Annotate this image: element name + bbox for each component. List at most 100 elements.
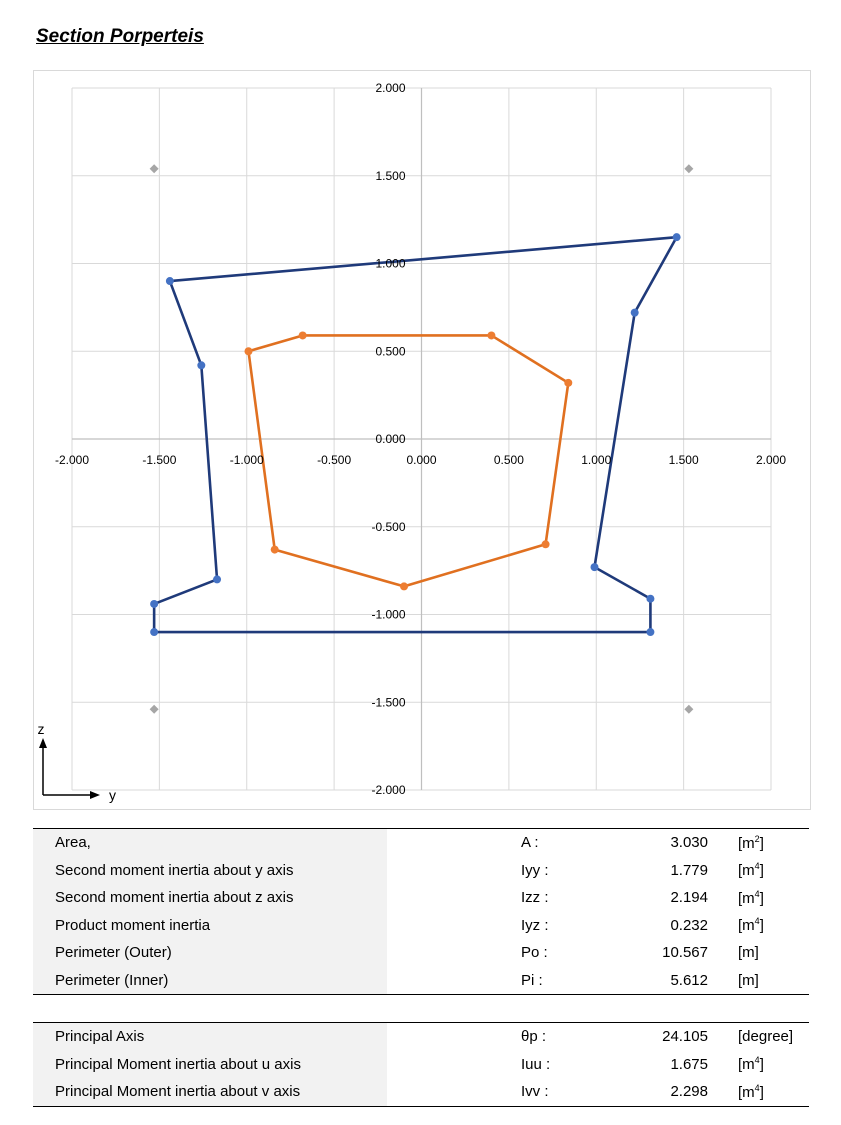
unit-base: [m (738, 917, 755, 935)
unit-exponent: 4 (754, 861, 760, 872)
y-axis-label: y (109, 787, 116, 803)
y-arrow-head (90, 791, 100, 799)
x-tick-label: 1.000 (581, 453, 611, 467)
property-symbol: Pi : (521, 971, 543, 989)
property-row: Area, A :3.030 [m2] (33, 828, 809, 857)
property-symbol: Iyy : (521, 861, 549, 879)
property-unit: [degree] (708, 1023, 809, 1051)
property-name: Principal Moment inertia about v axis (33, 1078, 387, 1106)
unit-end: ] (759, 889, 764, 907)
property-unit: [m2] (708, 829, 809, 857)
x-tick-label: -2.000 (55, 453, 89, 467)
y-tick-label: -1.000 (371, 608, 405, 622)
y-tick-label: 2.000 (375, 81, 405, 95)
property-unit: [m4] (708, 1078, 809, 1106)
property-row: Perimeter (Inner) Pi : 5.612 [m] (33, 966, 809, 995)
property-symbol: Iuu : (521, 1055, 551, 1073)
chart-area (33, 70, 811, 810)
property-row: Second moment inertia about y axis Iyy : 1… (33, 856, 809, 884)
unit-base: [degree] (738, 1028, 794, 1046)
y-tick-label: 1.000 (375, 257, 405, 271)
property-value: 1.675 (670, 1055, 708, 1073)
series-point-0 (150, 599, 159, 608)
series-point-0 (165, 277, 174, 286)
property-name: Principal Axis (33, 1022, 387, 1051)
property-symbol: θp : (521, 1028, 547, 1046)
corner-marker (684, 164, 694, 174)
series-point-0 (646, 628, 655, 637)
property-row: Second moment inertia about z axis Izz : 2… (33, 884, 809, 912)
corner-marker (149, 704, 159, 714)
property-name: Product moment inertia (33, 911, 387, 939)
property-row: Product moment inertia Iyz :0.232 [m4] (33, 911, 809, 940)
z-axis-label: z (38, 721, 45, 737)
unit-base: [m (738, 862, 755, 880)
property-value: 24.105 (662, 1028, 708, 1046)
property-unit: [m4] (708, 912, 809, 940)
series-point-0 (630, 308, 639, 317)
unit-exponent: 4 (754, 1082, 760, 1093)
section-chart: -2.000 -1.500 -1.000 -0.500 0.000 0.500 1.000 1… (38, 81, 787, 803)
series-point-1 (564, 378, 573, 387)
unit-end: ] (759, 917, 764, 935)
property-symbol: Izz : (521, 889, 549, 907)
property-row: Principal Axis θp : 24.105 [degree] (33, 1022, 809, 1051)
series-point-0 (646, 594, 655, 603)
property-name: Second moment inertia about z axis (33, 884, 387, 912)
unit-base: [m] (738, 971, 759, 989)
property-symbol: Po : (521, 944, 548, 962)
section-properties-table: Area, A :3.030 [m2] Second moment inertia a… (33, 828, 809, 995)
series-point-1 (400, 582, 409, 591)
series-point-1 (270, 545, 279, 554)
series-point-0 (213, 575, 222, 584)
x-tick-label: 2.000 (756, 453, 786, 467)
series-point-1 (244, 347, 253, 356)
x-tick-label: 0.500 (494, 453, 524, 467)
property-unit: [m] (708, 939, 809, 967)
x-tick-label: -1.000 (230, 453, 264, 467)
x-tick-label: -0.500 (317, 453, 351, 467)
property-symbol: A : (521, 834, 539, 852)
property-name: Perimeter (Inner) (33, 966, 387, 995)
series-point-1 (487, 331, 496, 340)
y-tick-label: -2.000 (371, 783, 405, 797)
series-point-0 (197, 361, 206, 370)
unit-base: [m (738, 1056, 755, 1074)
unit-exponent: 2 (754, 833, 760, 844)
unit-exponent: 4 (754, 916, 760, 927)
principal-properties-table: Principal Axis θp :24.105 [degree] Principa… (33, 1022, 809, 1107)
unit-end: ] (759, 1083, 764, 1101)
property-name: Perimeter (Outer) (33, 939, 387, 967)
page-title: Section Porperteis (36, 26, 204, 47)
unit-exponent: 4 (754, 888, 760, 899)
y-tick-label: 1.500 (375, 169, 405, 183)
unit-base: [m (738, 834, 755, 852)
property-row: Principal Moment inertia about u axis Iuu… (33, 1050, 809, 1079)
unit-end: ] (759, 1056, 764, 1074)
property-value: 10.567 (662, 944, 708, 962)
series-line-0 (152, 235, 678, 634)
x-tick-label: 0.000 (406, 453, 436, 467)
unit-end: ] (759, 834, 764, 852)
x-tick-label: -1.500 (142, 453, 176, 467)
property-unit: [m4] (708, 884, 809, 912)
series-point-0 (150, 628, 159, 637)
property-name: Second moment inertia about y axis (33, 856, 387, 884)
unit-exponent: 4 (754, 1055, 760, 1066)
y-tick-label: 0.500 (375, 344, 405, 358)
x-tick-label: 1.500 (669, 453, 699, 467)
property-name: Principal Moment inertia about u axis (33, 1050, 387, 1078)
property-symbol: Iyz : (521, 916, 549, 934)
property-unit: [m] (708, 967, 809, 995)
property-row: Principal Moment inertia about v axis Ivv… (33, 1078, 809, 1106)
property-value: 2.298 (670, 1083, 708, 1101)
series-point-1 (541, 540, 550, 549)
unit-base: [m] (738, 944, 759, 962)
property-unit: [m4] (708, 1051, 809, 1079)
corner-marker (149, 164, 159, 174)
series-point-0 (672, 233, 681, 242)
series-point-1 (298, 331, 307, 340)
z-arrow-head (39, 738, 47, 748)
y-tick-label: 0.000 (375, 432, 405, 446)
series-line-1 (247, 334, 570, 588)
